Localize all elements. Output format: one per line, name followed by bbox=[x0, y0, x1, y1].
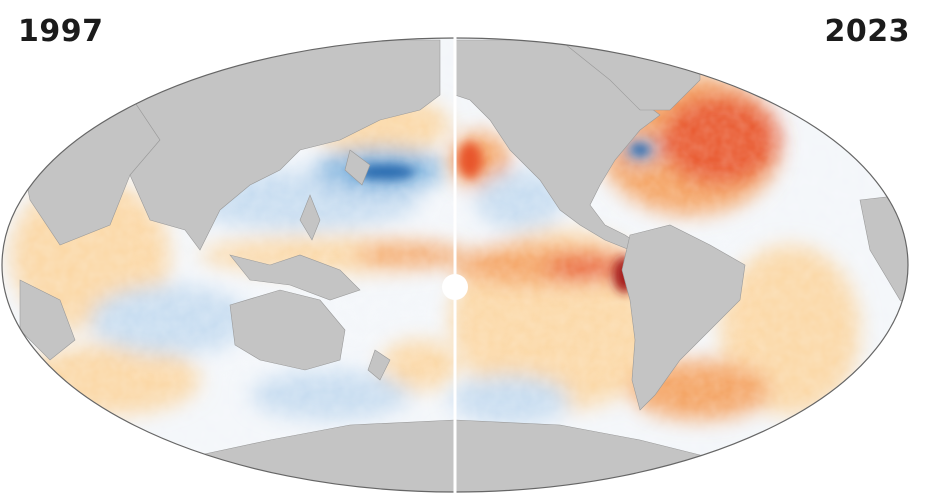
land-japan bbox=[344, 149, 371, 186]
anomaly-kuroshio-cold bbox=[355, 164, 415, 180]
land-australia bbox=[229, 289, 346, 371]
land-antarctica bbox=[2, 419, 908, 492]
land-philippines bbox=[299, 194, 321, 241]
anomaly-gulf-stream-cold bbox=[630, 144, 650, 156]
year-label-1997: 1997 bbox=[18, 14, 104, 49]
land-asia bbox=[119, 39, 441, 251]
land-indonesia bbox=[229, 254, 361, 301]
land-madagascar bbox=[19, 279, 76, 361]
land-new-zealand bbox=[367, 349, 391, 381]
anomaly-ne-pacific-patch bbox=[458, 142, 482, 178]
year-label-2023: 2023 bbox=[824, 14, 910, 49]
land-africa-east bbox=[859, 189, 908, 331]
land-south-america bbox=[621, 224, 746, 411]
